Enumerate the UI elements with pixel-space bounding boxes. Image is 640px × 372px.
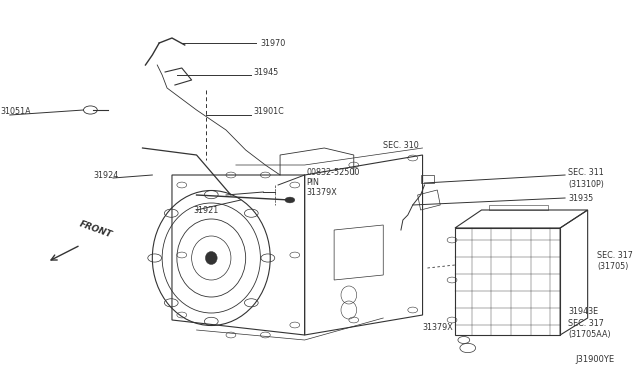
Ellipse shape [205, 251, 217, 264]
Text: 31970: 31970 [260, 38, 285, 48]
Text: 31924: 31924 [93, 170, 118, 180]
Text: SEC. 310: SEC. 310 [383, 141, 419, 150]
Circle shape [285, 197, 295, 203]
Bar [420, 175, 435, 183]
Text: SEC. 317: SEC. 317 [598, 250, 634, 260]
Text: 31901C: 31901C [253, 108, 284, 116]
Text: 00832-52500: 00832-52500 [307, 167, 360, 176]
Text: J31900YE: J31900YE [575, 356, 614, 365]
Text: 31921: 31921 [193, 205, 219, 215]
Text: (31310P): (31310P) [568, 180, 604, 189]
Text: SEC. 317: SEC. 317 [568, 318, 604, 327]
Text: 31051A: 31051A [0, 108, 31, 116]
Text: 31943E: 31943E [568, 308, 598, 317]
Text: 31935: 31935 [568, 193, 593, 202]
Text: SEC. 311: SEC. 311 [568, 167, 604, 176]
Text: (31705): (31705) [598, 263, 629, 272]
Text: FRONT: FRONT [79, 220, 114, 240]
Text: 31379X: 31379X [307, 187, 337, 196]
Text: PIN: PIN [307, 177, 319, 186]
Text: 31945: 31945 [253, 67, 279, 77]
Text: (31705AA): (31705AA) [568, 330, 611, 339]
Text: 31379X: 31379X [422, 324, 453, 333]
